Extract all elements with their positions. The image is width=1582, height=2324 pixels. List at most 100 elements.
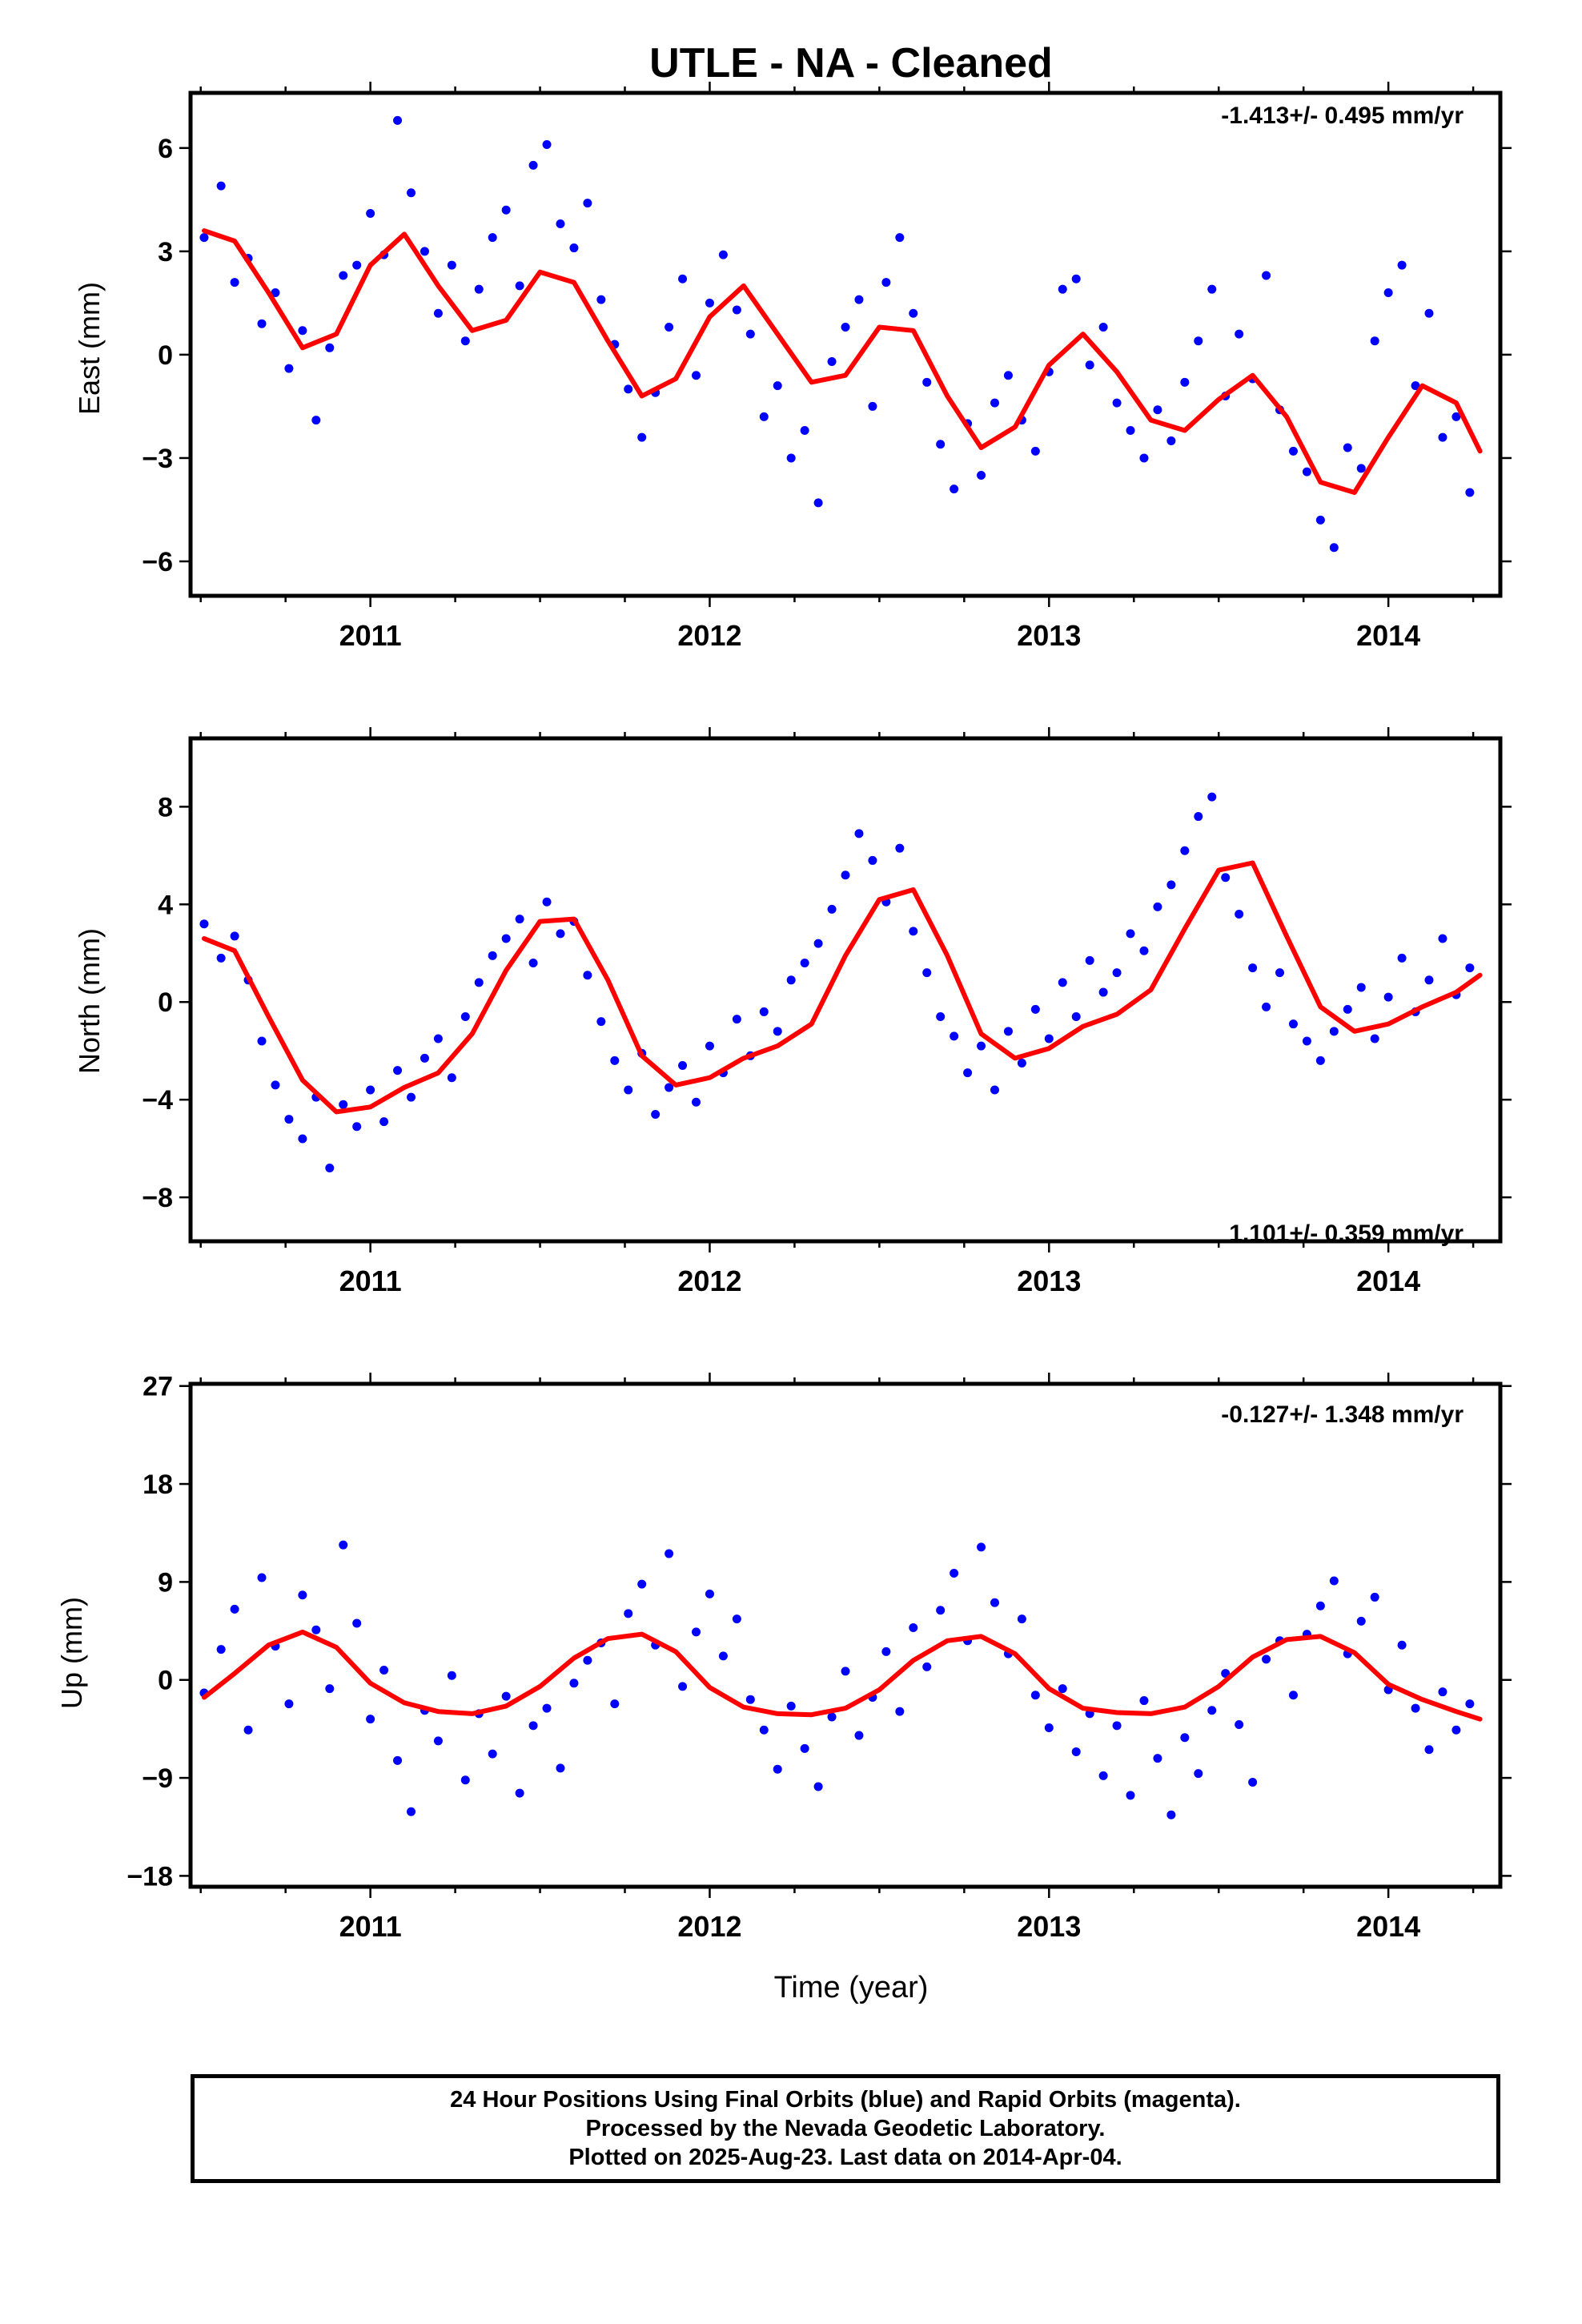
data-point [786, 975, 796, 985]
data-point [1315, 515, 1325, 525]
data-point [881, 278, 891, 287]
data-point [325, 1164, 335, 1173]
data-point [352, 1122, 362, 1132]
data-point [393, 115, 403, 125]
data-point [841, 1667, 850, 1676]
data-point [745, 1695, 755, 1704]
data-point [515, 281, 524, 291]
data-point [990, 1598, 999, 1607]
data-point [1180, 377, 1190, 387]
data-point [311, 1625, 321, 1634]
data-point [922, 1662, 932, 1671]
data-point [936, 1012, 946, 1022]
data-point [773, 381, 782, 391]
data-point [583, 1655, 592, 1665]
data-point [1356, 464, 1366, 473]
y-tick-label: 0 [158, 1666, 173, 1696]
data-point [705, 1589, 714, 1598]
data-point [678, 1682, 688, 1691]
data-point [773, 1764, 782, 1774]
data-point [800, 958, 809, 967]
data-point [352, 1618, 362, 1628]
data-point [1180, 846, 1190, 855]
data-point [977, 1041, 986, 1051]
data-point [950, 485, 959, 494]
data-point [868, 401, 877, 411]
plot-frame [188, 1381, 1503, 1889]
data-point [1356, 1616, 1366, 1626]
data-point [1126, 426, 1135, 436]
data-point [325, 343, 335, 352]
data-point [271, 1080, 280, 1090]
data-point [1288, 1691, 1298, 1700]
x-tick-label: 2012 [677, 1910, 741, 1943]
data-point [813, 939, 823, 948]
data-point [1112, 968, 1122, 978]
data-point [624, 384, 633, 394]
data-point [366, 209, 375, 219]
data-point [1235, 1719, 1244, 1729]
data-point [1139, 1696, 1149, 1706]
data-point [1139, 946, 1149, 955]
data-point [447, 1073, 456, 1083]
data-point [352, 260, 362, 270]
data-point [556, 929, 565, 939]
caption-line-2: Processed by the Nevada Geodetic Laborat… [585, 2116, 1106, 2141]
data-point [528, 958, 538, 967]
data-point [460, 1012, 470, 1022]
data-point [542, 140, 552, 150]
data-point [1071, 1747, 1081, 1756]
data-point [1235, 909, 1244, 919]
data-point [1465, 963, 1475, 973]
data-point [732, 1614, 741, 1624]
xaxis-label: Time (year) [774, 1971, 929, 2004]
data-point [1397, 260, 1407, 270]
x-tick-label: 2012 [677, 619, 741, 652]
data-point [1180, 1733, 1190, 1743]
ylabel-north: North (mm) [73, 928, 106, 1074]
y-tick-label: 0 [158, 340, 173, 371]
data-point [1166, 1810, 1176, 1819]
data-point [393, 1066, 403, 1076]
rate-label-east: -1.413+/- 0.495 mm/yr [1221, 103, 1464, 129]
data-point [1017, 1058, 1026, 1068]
x-tick-label: 2013 [1017, 619, 1081, 652]
data-point [488, 1749, 497, 1759]
data-point [1452, 412, 1461, 421]
data-point [406, 1092, 416, 1102]
data-point [433, 308, 443, 318]
data-point [936, 1606, 946, 1615]
x-tick-label: 2012 [677, 1265, 741, 1297]
data-point [841, 870, 850, 880]
data-point [909, 1622, 918, 1632]
data-point [990, 1085, 999, 1095]
data-point [1153, 1754, 1162, 1763]
data-point [420, 1053, 429, 1063]
data-point [1194, 1769, 1203, 1779]
data-point [950, 1031, 959, 1041]
data-point [895, 843, 905, 853]
data-point [1112, 398, 1122, 408]
data-point [257, 319, 267, 328]
data-point [284, 364, 294, 373]
data-point [515, 1788, 524, 1798]
data-point [624, 1085, 633, 1095]
data-point [1288, 446, 1298, 456]
data-point [665, 1549, 674, 1558]
data-point [827, 1712, 837, 1722]
data-point [379, 1117, 389, 1127]
data-point [406, 188, 416, 198]
data-point [339, 1100, 348, 1109]
data-point [556, 1763, 565, 1773]
data-point [1194, 812, 1203, 822]
data-point [298, 326, 307, 336]
data-point [692, 1097, 701, 1107]
x-tick-label: 2014 [1356, 1265, 1420, 1297]
data-point [199, 919, 209, 929]
x-tick-label: 2011 [339, 1910, 402, 1943]
data-point [1207, 792, 1217, 802]
data-point [813, 1782, 823, 1791]
data-point [366, 1085, 375, 1095]
data-point [827, 357, 837, 367]
data-point [528, 1721, 538, 1731]
